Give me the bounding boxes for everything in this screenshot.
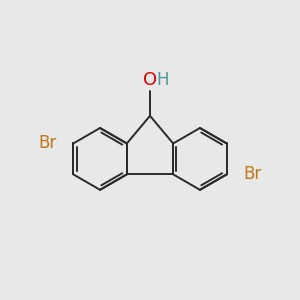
Text: O: O [143,71,157,89]
Text: H: H [156,71,169,89]
Text: Br: Br [243,165,261,183]
Text: Br: Br [39,134,57,152]
